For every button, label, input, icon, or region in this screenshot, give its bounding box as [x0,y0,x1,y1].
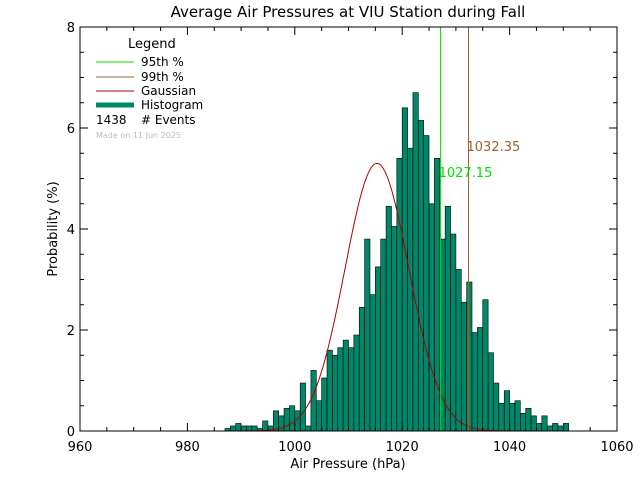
histogram-bar [364,238,371,432]
histogram-bar [477,327,484,432]
histogram-bar [557,425,564,432]
chart-title: Average Air Pressures at VIU Station dur… [171,3,526,21]
histogram-bar [460,301,467,432]
x-tick-label: 1060 [600,440,633,455]
legend: Legend 95th % 99th % Gaussian Histogram … [96,37,203,140]
histogram-bar [342,339,349,432]
histogram-bar [321,377,328,432]
histogram-bar [251,425,258,432]
histogram-bar [391,226,398,432]
histogram-bar [353,334,360,432]
histogram-bar [536,423,543,432]
histogram-bar [541,415,548,432]
histogram-bars [224,92,569,432]
histogram-bar [520,413,527,432]
legend-histogram-label: Histogram [141,98,203,112]
histogram-bar [401,107,408,432]
histogram-bar [498,402,505,432]
legend-title: Legend [128,37,176,52]
histogram-bar [332,354,339,432]
made-on-note: Made on 11 Jun 2025 [96,131,181,140]
histogram-bar [428,203,435,432]
histogram-bar [466,281,473,432]
histogram-bar [503,390,510,432]
histogram-bar [380,238,387,432]
y-tick-label: 2 [67,324,75,339]
histogram-bar [348,347,355,432]
histogram-bar [246,425,253,432]
histogram-bar [407,147,414,432]
histogram-bar [552,423,559,432]
histogram-bar [509,402,516,432]
histogram-bar [418,120,424,432]
histogram-bar [423,135,430,432]
percentile-99-label: 1032.35 [467,140,521,155]
axis-ticks: 960 980 1000 1020 1040 1060 0 2 4 6 8 [67,21,634,455]
histogram-bar [530,415,537,432]
legend-events-count: 1438 [96,113,127,127]
histogram-bar [396,158,403,432]
histogram-bar [444,205,451,432]
y-tick-label: 4 [67,223,75,238]
x-axis-label: Air Pressure (hPa) [290,457,405,472]
histogram-bar [482,299,489,432]
legend-events-label: # Events [141,113,196,127]
histogram-bar [546,425,553,432]
histogram-bar [230,425,237,432]
histogram-bar [337,347,344,432]
histogram-bar [315,400,322,432]
x-tick-label: 1020 [386,440,419,455]
x-tick-label: 1000 [278,440,311,455]
histogram-bar [412,92,419,432]
legend-99-label: 99th % [141,70,184,84]
histogram-bar [262,420,269,432]
histogram-bar [455,269,462,432]
histogram-bar [493,382,500,432]
histogram-bar [385,205,392,432]
histogram-bar [562,423,569,432]
histogram-bar [326,349,333,432]
y-tick-label: 6 [67,122,75,137]
x-tick-label: 960 [68,440,93,455]
histogram-bar [299,382,306,432]
histogram-bar [310,370,317,432]
histogram-bar [273,410,279,432]
x-tick-label: 980 [175,440,200,455]
histogram-bar [283,407,290,432]
histogram-bar [289,405,296,432]
y-axis-label: Probability (%) [46,181,61,276]
histogram-bar [235,423,242,432]
histogram-bar [525,407,532,432]
histogram-bar [358,306,365,432]
histogram-bar [487,352,494,432]
histogram-bar [240,425,247,432]
x-tick-label: 1040 [493,440,526,455]
y-tick-label: 8 [67,21,75,36]
percentile-95-label: 1027.15 [439,166,493,181]
legend-95-label: 95th % [141,55,184,69]
histogram-bar [514,400,521,432]
histogram-bar [450,233,457,432]
histogram-bar [375,266,382,432]
y-tick-label: 0 [67,425,75,440]
histogram-bar [369,294,376,432]
histogram-bar [471,332,478,432]
histogram-bar [305,425,312,432]
legend-gaussian-label: Gaussian [141,84,196,98]
